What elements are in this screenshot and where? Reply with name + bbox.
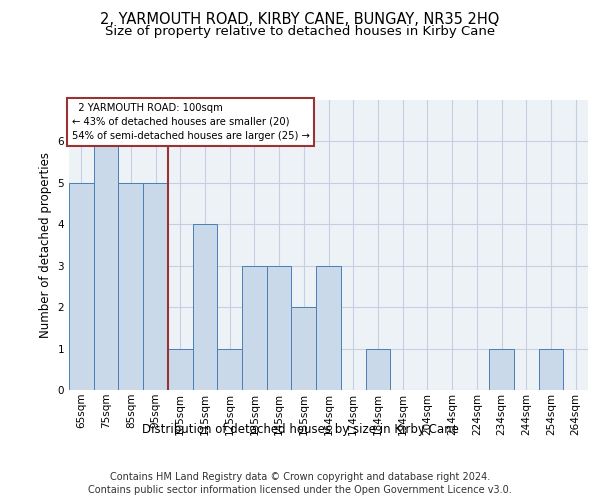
Bar — [365, 348, 390, 390]
Bar — [193, 224, 217, 390]
Bar — [539, 348, 563, 390]
Bar — [94, 142, 118, 390]
Bar — [489, 348, 514, 390]
Bar — [316, 266, 341, 390]
Bar — [118, 183, 143, 390]
Text: 2 YARMOUTH ROAD: 100sqm
← 43% of detached houses are smaller (20)
54% of semi-de: 2 YARMOUTH ROAD: 100sqm ← 43% of detache… — [71, 103, 310, 141]
Y-axis label: Number of detached properties: Number of detached properties — [39, 152, 52, 338]
Text: Contains public sector information licensed under the Open Government Licence v3: Contains public sector information licen… — [88, 485, 512, 495]
Bar — [242, 266, 267, 390]
Bar — [267, 266, 292, 390]
Bar — [292, 307, 316, 390]
Bar — [168, 348, 193, 390]
Text: Distribution of detached houses by size in Kirby Cane: Distribution of detached houses by size … — [142, 422, 458, 436]
Text: 2, YARMOUTH ROAD, KIRBY CANE, BUNGAY, NR35 2HQ: 2, YARMOUTH ROAD, KIRBY CANE, BUNGAY, NR… — [100, 12, 500, 28]
Text: Size of property relative to detached houses in Kirby Cane: Size of property relative to detached ho… — [105, 25, 495, 38]
Bar — [69, 183, 94, 390]
Bar — [143, 183, 168, 390]
Bar — [217, 348, 242, 390]
Text: Contains HM Land Registry data © Crown copyright and database right 2024.: Contains HM Land Registry data © Crown c… — [110, 472, 490, 482]
